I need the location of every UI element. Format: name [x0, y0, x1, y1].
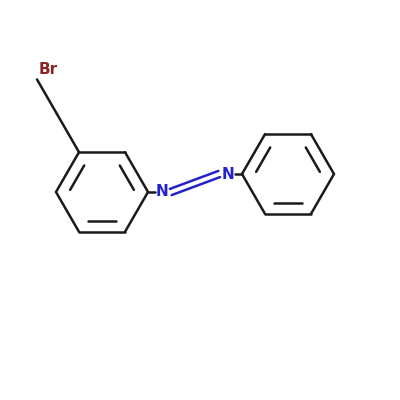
Text: N: N [156, 184, 168, 200]
Text: Br: Br [39, 62, 58, 78]
Text: N: N [222, 166, 234, 182]
